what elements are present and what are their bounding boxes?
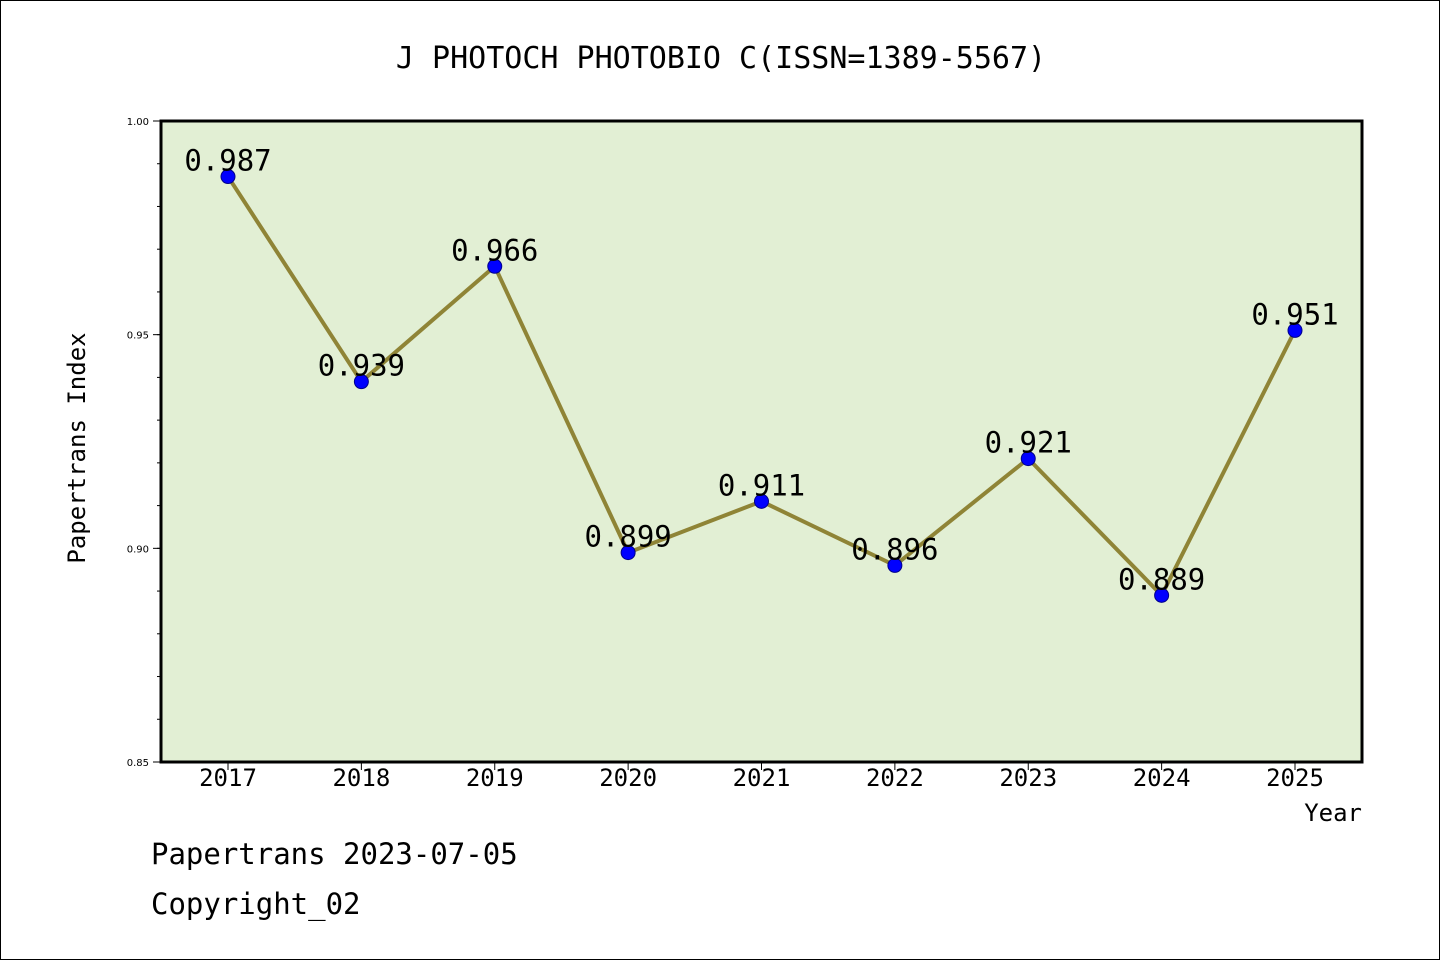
- x-tick-label: 2022: [866, 764, 924, 792]
- x-axis-label: Year: [1304, 799, 1362, 827]
- x-tick-label: 2025: [1266, 764, 1324, 792]
- y-tick-label: 0.95: [127, 331, 149, 342]
- data-point-marker: [1287, 322, 1303, 338]
- x-tick-label: 2024: [1133, 764, 1191, 792]
- data-point-marker: [487, 258, 503, 274]
- data-label: 0.939: [318, 349, 405, 383]
- data-label: 0.896: [851, 532, 938, 566]
- data-label: 0.921: [985, 426, 1072, 460]
- plot-area: [161, 121, 1362, 762]
- x-tick-label: 2023: [999, 764, 1057, 792]
- plot-border: [159, 119, 1364, 764]
- data-point-marker: [353, 374, 369, 390]
- data-label: 0.966: [451, 233, 538, 267]
- data-label: 0.889: [1118, 562, 1205, 596]
- chart-title: J PHOTOCH PHOTOBIO C(ISSN=1389-5567): [396, 41, 1046, 76]
- footer-copyright: Copyright_02: [151, 887, 361, 921]
- data-point-marker: [1020, 451, 1036, 467]
- x-tick-label: 2019: [466, 764, 524, 792]
- footer-date: Papertrans 2023-07-05: [151, 837, 518, 871]
- x-tick-label: 2020: [599, 764, 657, 792]
- data-point-marker: [754, 493, 769, 509]
- data-point-marker: [620, 545, 636, 561]
- y-tick-label: 0.90: [127, 544, 149, 555]
- data-label: 0.911: [718, 468, 805, 502]
- x-tick-label: 2021: [733, 764, 791, 792]
- y-tick-label: 1.00: [127, 117, 149, 128]
- x-tick-label: 2017: [199, 764, 257, 792]
- data-label: 0.951: [1251, 297, 1338, 331]
- data-label: 0.987: [184, 144, 271, 178]
- x-tick-label: 2018: [332, 764, 390, 792]
- y-tick-label: 0.85: [127, 758, 149, 769]
- y-axis-label: Papertrans Index: [63, 332, 91, 563]
- data-point-marker: [1154, 587, 1170, 603]
- data-point-marker: [887, 557, 903, 573]
- data-label: 0.899: [584, 520, 671, 554]
- data-point-marker: [220, 169, 236, 185]
